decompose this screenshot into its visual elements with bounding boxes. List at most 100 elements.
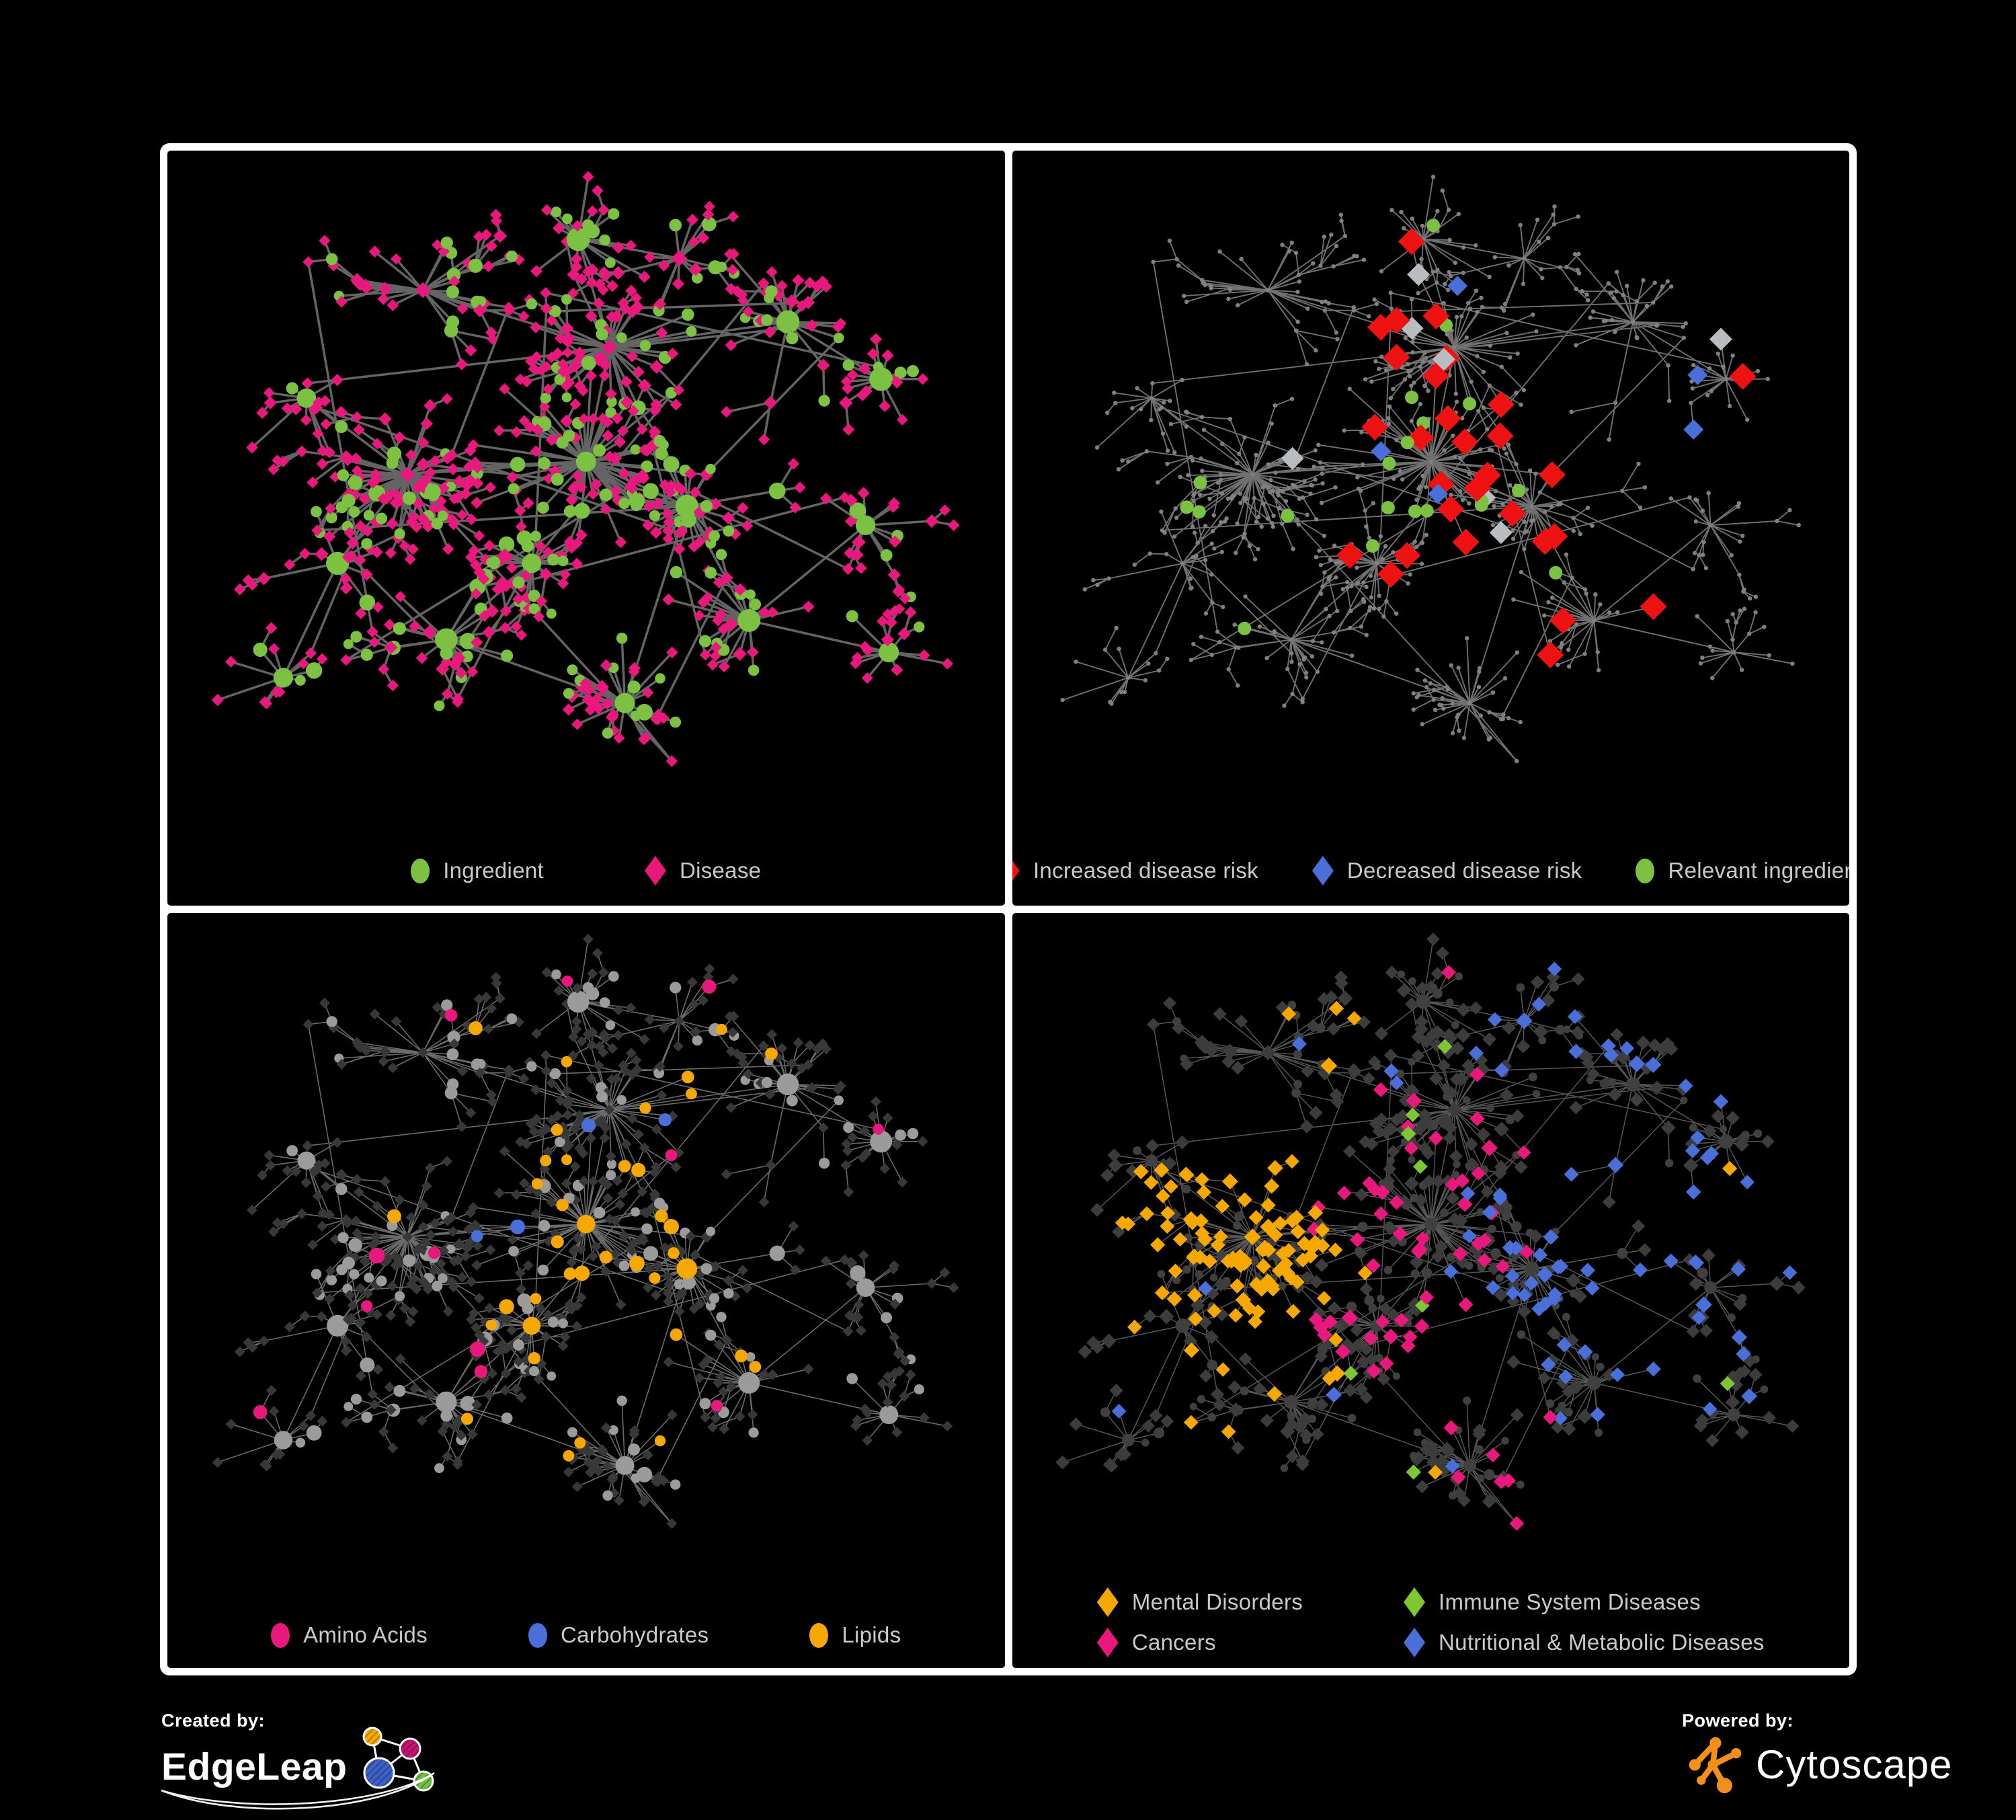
network-node <box>1693 519 1698 524</box>
network-node <box>1638 505 1642 510</box>
network-node <box>326 1016 337 1027</box>
network-node <box>264 1150 275 1161</box>
network-node <box>1537 1371 1551 1385</box>
network-node <box>616 633 628 644</box>
network-node <box>1396 984 1411 998</box>
network-node <box>1188 586 1193 591</box>
network-node <box>395 1353 406 1365</box>
network-node <box>1517 1288 1532 1302</box>
network-node <box>1183 1342 1199 1358</box>
network-node <box>1664 1158 1673 1168</box>
network-node <box>703 200 715 212</box>
network-node <box>663 516 676 528</box>
network-node <box>1725 1111 1740 1125</box>
network-node <box>436 662 450 676</box>
network-node <box>1259 524 1264 529</box>
network-node <box>491 583 504 596</box>
network-node <box>1238 491 1242 496</box>
network-node <box>1744 418 1749 422</box>
network-node <box>485 481 497 493</box>
network-node <box>1225 667 1231 672</box>
network-node <box>1299 1428 1313 1442</box>
network-node <box>611 412 624 425</box>
network-node <box>745 1352 756 1362</box>
network-node <box>748 664 760 676</box>
network-node <box>1504 451 1508 456</box>
network-node <box>559 1331 571 1343</box>
legend-marker-diamond-icon <box>1404 1587 1426 1617</box>
network-node <box>325 502 337 514</box>
network-node <box>1405 1107 1420 1122</box>
network-node <box>713 1377 724 1388</box>
network-node <box>630 292 643 304</box>
network-node <box>1300 1064 1314 1078</box>
network-node <box>1430 1249 1445 1263</box>
network-node <box>1469 1111 1485 1127</box>
network-node <box>352 1174 363 1185</box>
network-node <box>1434 405 1461 432</box>
network-node <box>1184 424 1188 429</box>
network-node <box>1342 1366 1359 1381</box>
network-node <box>575 528 588 541</box>
network-node <box>670 1328 683 1341</box>
network-node <box>598 967 610 978</box>
network-node <box>1107 700 1112 705</box>
network-node <box>1145 1139 1159 1153</box>
network-node <box>644 1014 655 1025</box>
network-node <box>305 662 323 679</box>
network-node <box>1389 208 1394 212</box>
network-node <box>1410 216 1414 221</box>
network-node <box>274 686 286 698</box>
network-node <box>1232 622 1237 627</box>
network-node <box>446 1212 457 1223</box>
network-node <box>1174 515 1178 520</box>
network-node <box>246 441 259 454</box>
network-node <box>1225 296 1231 301</box>
network-node <box>1476 669 1481 674</box>
network-node <box>1270 488 1275 493</box>
network-node <box>1407 374 1412 379</box>
network-node <box>586 276 598 289</box>
network-node <box>1740 1130 1750 1140</box>
network-node <box>494 992 506 1004</box>
network-node <box>659 479 672 491</box>
network-node <box>1113 401 1117 405</box>
network-node <box>846 610 858 623</box>
network-node <box>737 502 749 514</box>
network-node <box>530 351 542 362</box>
network-node <box>1354 565 1359 570</box>
network-node <box>618 1260 630 1271</box>
network-node <box>1203 557 1207 563</box>
network-node <box>1428 681 1433 686</box>
network-node <box>1586 1067 1600 1081</box>
network-node <box>1201 428 1206 432</box>
network-node <box>1478 447 1482 452</box>
network-node <box>1595 1362 1605 1372</box>
network-node <box>1347 625 1353 631</box>
network-node <box>1713 1094 1728 1109</box>
network-node <box>1418 257 1424 262</box>
network-node <box>737 1265 748 1276</box>
network-node <box>1753 1129 1762 1138</box>
network-node <box>1506 1355 1521 1369</box>
network-node <box>416 1415 428 1426</box>
network-node <box>542 547 554 558</box>
network-node <box>1493 1121 1509 1137</box>
network-node <box>1529 504 1534 509</box>
network-node <box>395 1291 405 1302</box>
network-node <box>1374 1353 1383 1363</box>
network-node <box>417 1047 429 1058</box>
network-node <box>1214 1199 1229 1214</box>
network-node <box>612 241 625 254</box>
network-node <box>704 963 715 975</box>
network-node <box>616 332 627 343</box>
network-node <box>566 227 590 251</box>
network-node <box>1361 580 1366 585</box>
network-node <box>1519 569 1523 575</box>
network-node <box>473 566 486 579</box>
network-node <box>362 1288 373 1300</box>
network-node <box>1377 561 1404 588</box>
network-node <box>517 1293 532 1308</box>
network-node <box>432 1280 443 1292</box>
network-node <box>1266 1160 1283 1176</box>
